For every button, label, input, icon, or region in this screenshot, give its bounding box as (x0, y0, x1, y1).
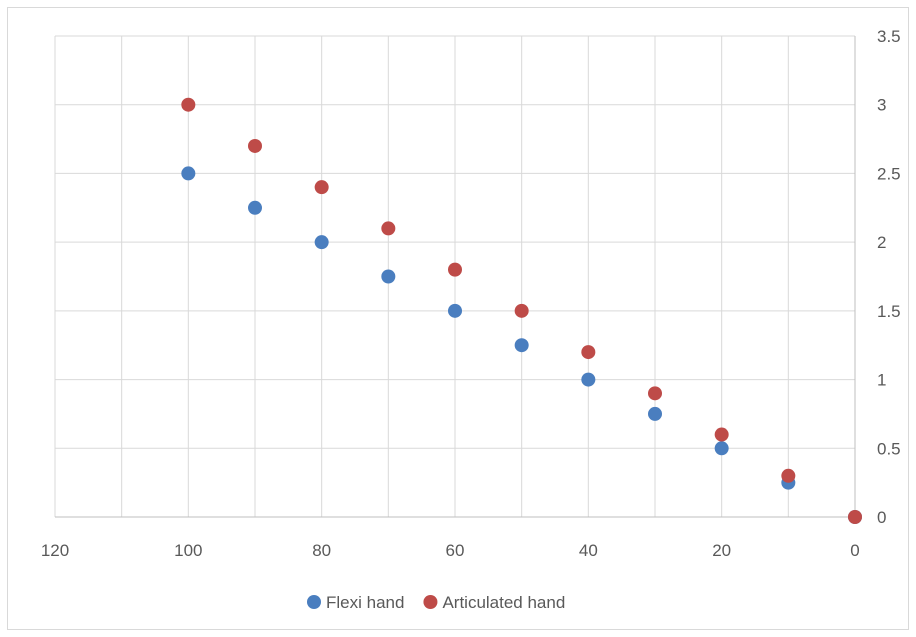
data-point (848, 510, 862, 524)
x-tick-label: 80 (312, 541, 331, 560)
chart-area (7, 7, 909, 630)
legend: Flexi hand Articulated hand (307, 593, 565, 612)
data-point (448, 303, 462, 318)
data-point (314, 235, 329, 250)
y-tick-label: 3.5 (877, 27, 901, 46)
data-point (514, 303, 529, 318)
data-point (448, 262, 462, 277)
data-point (581, 372, 596, 387)
y-tick-label: 2 (877, 233, 886, 252)
legend-label: Flexi hand (326, 593, 404, 612)
data-point (248, 138, 262, 153)
data-point (714, 427, 729, 442)
x-tick-label: 60 (446, 541, 465, 560)
data-point (781, 468, 796, 483)
legend-marker (423, 595, 438, 609)
data-point (248, 200, 262, 215)
x-tick-label: 0 (850, 541, 859, 560)
legend-label: Articulated hand (442, 593, 565, 612)
y-tick-label: 1.5 (877, 302, 901, 321)
data-point (648, 386, 662, 401)
y-tick-label: 1 (877, 371, 886, 390)
data-point (181, 97, 196, 112)
data-point (181, 166, 196, 181)
data-point (314, 180, 329, 195)
data-points (181, 97, 862, 524)
data-point (514, 338, 529, 353)
y-tick-label: 3 (877, 96, 886, 115)
y-tick-label: 2.5 (877, 164, 901, 183)
x-tick-label: 40 (579, 541, 598, 560)
data-point (381, 221, 396, 236)
data-point (648, 406, 662, 421)
axes (55, 36, 856, 518)
y-tick-label: 0.5 (877, 439, 901, 458)
data-point (581, 345, 596, 360)
x-tick-label: 120 (41, 541, 69, 560)
x-tick-label: 20 (712, 541, 731, 560)
data-point (714, 441, 729, 456)
x-tick-label: 100 (174, 541, 202, 560)
y-tick-label: 0 (877, 508, 886, 527)
data-point (381, 269, 396, 284)
legend-marker (307, 595, 321, 609)
tick-labels: 0 20 40 60 80 100 120 0 0.5 1 1.5 2 2.5 3 3.5 (41, 27, 901, 560)
